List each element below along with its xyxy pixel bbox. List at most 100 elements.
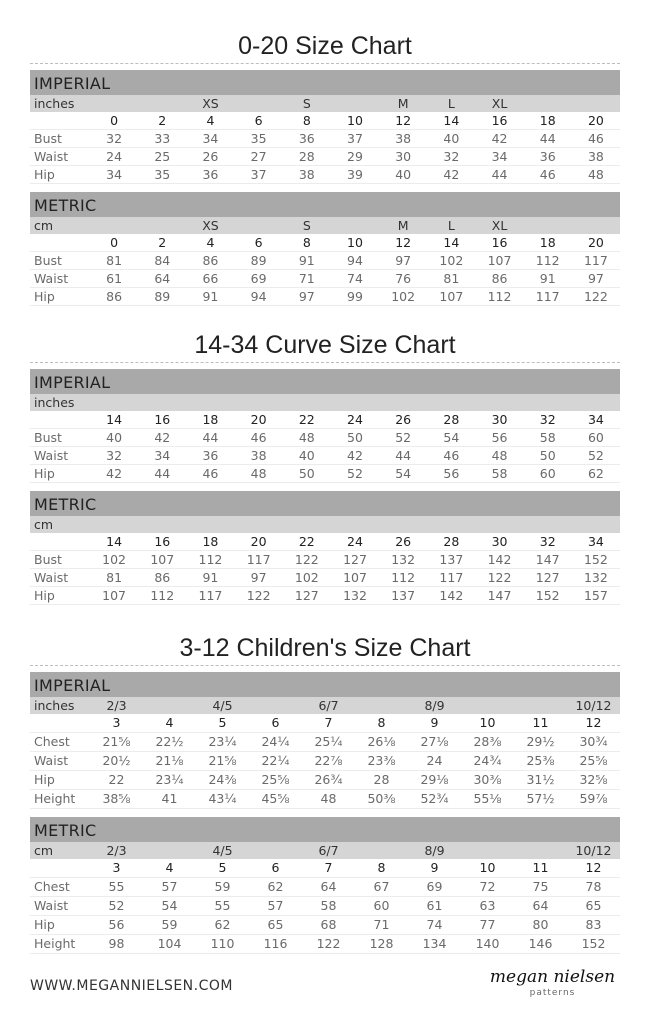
size-number: 4: [165, 715, 174, 730]
measurement-value: 26¾: [314, 772, 343, 787]
measurement-value: 122: [583, 289, 608, 304]
size-group-label: [461, 842, 514, 859]
measurement-value: 91: [202, 289, 219, 304]
size-number-row: 3 4 5 6 7 8 9 10 11 12: [30, 714, 620, 733]
size-number: 34: [587, 412, 604, 427]
size-table-imperial: IMPERIAL inches 2/3 4/5 6/7 8/9 10/12 3 4 5 6 7 8 9 10…: [30, 672, 620, 809]
size-number: 5: [218, 715, 227, 730]
unit-row: inches: [30, 394, 620, 411]
measurement-value: 60: [539, 466, 556, 481]
measurement-label: Waist: [34, 271, 69, 286]
size-table-metric: METRIC cm 14 16 18 20 22 24 26 28 30 32 34 Bust 102 107…: [30, 491, 620, 605]
measurement-value: 86: [491, 271, 508, 286]
size-group-label: [138, 394, 186, 411]
measurement-value: 69: [426, 879, 443, 894]
size-group-label: [572, 394, 620, 411]
measurement-value: 97: [587, 271, 604, 286]
measurement-value: 59: [214, 879, 231, 894]
measurement-value: 44: [395, 448, 412, 463]
measurement-value: 52: [347, 466, 363, 481]
size-number: 10: [347, 235, 363, 250]
measurement-value: 56: [443, 466, 460, 481]
size-number: 14: [106, 412, 123, 427]
measurement-label: Waist: [34, 570, 69, 585]
size-number: 3: [112, 860, 121, 875]
table-row-hip: Hip 22 23¼ 24⅜ 25⅝ 26¾ 28 29⅛ 30⅜ 31½ 32⅝: [30, 771, 620, 790]
measurement-value: 81: [443, 271, 460, 286]
measurement-value: 107: [487, 253, 512, 268]
measurement-value: 48: [250, 466, 267, 481]
measurement-value: 110: [210, 936, 235, 951]
measurement-value: 55⅛: [473, 791, 502, 806]
measurement-value: 50: [298, 466, 315, 481]
measurement-value: 99: [347, 289, 363, 304]
size-group-label: L: [447, 96, 455, 111]
table-row-chest: Chest 55 57 59 62 64 67 69 72 75 78: [30, 878, 620, 897]
measurement-value: 32: [106, 448, 123, 463]
measurement-value: 28: [373, 772, 390, 787]
size-table-imperial: IMPERIAL inches XS S M L XL 0 2 4 6 8 10 12 14 16 18 20 Bu…: [30, 70, 620, 184]
measurement-value: 54: [443, 430, 460, 445]
website-link[interactable]: WWW.MEGANNIELSEN.COM: [30, 978, 233, 994]
size-group-label: [572, 95, 620, 112]
measurement-value: 62: [267, 879, 284, 894]
measurement-value: 25⅝: [579, 753, 608, 768]
size-group-label: [355, 842, 408, 859]
size-number: 26: [395, 412, 412, 427]
measurement-value: 60: [373, 898, 390, 913]
measurement-value: 37: [347, 131, 363, 146]
size-number: 6: [271, 715, 280, 730]
size-group-label: M: [397, 96, 409, 111]
measurement-value: 38⅝: [102, 791, 131, 806]
measurement-value: 25⅜: [526, 753, 555, 768]
measurement-value: 107: [439, 289, 464, 304]
measurement-value: 27⅛: [420, 734, 449, 749]
measurement-value: 36: [202, 448, 219, 463]
size-group-label: 10/12: [575, 698, 612, 713]
size-number: 16: [491, 235, 508, 250]
measurement-value: 27: [250, 149, 267, 164]
measurement-value: 22¼: [261, 753, 290, 768]
measurement-value: 97: [250, 570, 267, 585]
size-number: 2: [158, 235, 167, 250]
size-number-row: 14 16 18 20 22 24 26 28 30 32 34: [30, 533, 620, 551]
size-group-label: 8/9: [424, 843, 445, 858]
table-row-chest: Chest 21⅝ 22½ 23¼ 24¼ 25¼ 26⅛ 27⅛ 28⅜ 29½ 30¾: [30, 733, 620, 752]
measurement-value: 22⅞: [314, 753, 343, 768]
measurement-value: 78: [585, 879, 602, 894]
measurement-value: 152: [581, 936, 606, 951]
size-number: 28: [443, 534, 460, 549]
measurement-value: 94: [347, 253, 363, 268]
measurement-value: 21⅛: [155, 753, 184, 768]
measurement-value: 68: [320, 917, 337, 932]
measurement-value: 58: [491, 466, 508, 481]
table-row-hip: Hip 42 44 46 48 50 52 54 56 58 60 62: [30, 465, 620, 483]
size-number: 12: [395, 235, 412, 250]
measurement-value: 32: [443, 149, 460, 164]
measurement-value: 59: [161, 917, 178, 932]
measurement-value: 46: [539, 167, 556, 182]
measurement-value: 48: [320, 791, 337, 806]
measurement-value: 29½: [526, 734, 555, 749]
table-row-waist: Waist 32 34 36 38 40 42 44 46 48 50 52: [30, 447, 620, 465]
size-number: 22: [298, 412, 315, 427]
size-number: 12: [585, 860, 602, 875]
measurement-value: 127: [294, 588, 319, 603]
measurement-value: 117: [198, 588, 223, 603]
measurement-value: 58: [539, 430, 556, 445]
measurement-value: 37: [250, 167, 267, 182]
measurement-value: 34: [202, 131, 219, 146]
size-group-label: [90, 394, 138, 411]
size-group-label: [524, 516, 572, 533]
size-group-label: [138, 516, 186, 533]
size-group-label: [138, 95, 186, 112]
measurement-value: 44: [491, 167, 508, 182]
measurement-value: 24: [426, 753, 443, 768]
size-number: 11: [532, 715, 549, 730]
size-group-label: 6/7: [318, 698, 339, 713]
size-number: 16: [154, 534, 171, 549]
measurement-value: 107: [343, 570, 367, 585]
table-header: IMPERIAL: [30, 672, 620, 697]
empty-cell: [30, 859, 90, 877]
chart-title: 3-12 Children's Size Chart: [179, 634, 471, 662]
